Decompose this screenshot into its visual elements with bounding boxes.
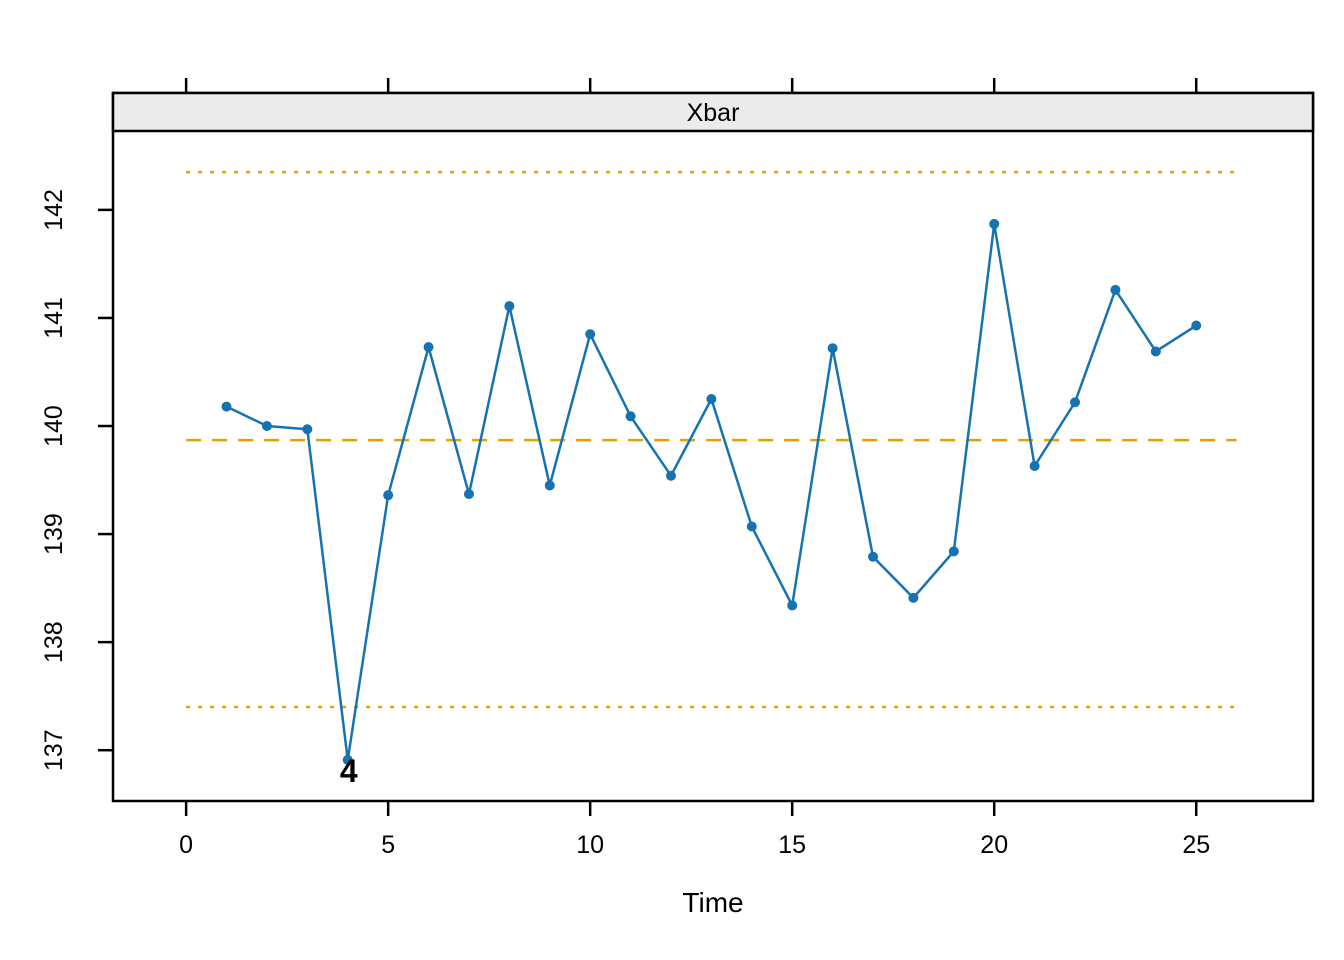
x-tick-label: 25 [1182,831,1210,859]
y-tick-label: 139 [40,513,68,555]
x-tick-label: 20 [980,831,1008,859]
data-point [504,301,515,312]
data-point [1110,284,1121,295]
data-point [746,521,757,532]
x-tick-label: 10 [576,831,604,859]
data-point [342,754,353,765]
data-point [908,592,919,603]
x-tick-label: 5 [381,831,395,859]
data-point [423,342,434,353]
x-tick-label: 0 [179,831,193,859]
y-tick-label: 141 [40,297,68,339]
data-point [463,489,474,500]
data-point [221,401,232,412]
data-point [665,470,676,481]
axis-ticks: 0 5 10 15 20 25 137 138 139 140 141 142 [40,78,1210,859]
data-point [827,343,838,354]
x-tick-label: 15 [778,831,806,859]
panel-border [111,91,1315,803]
data-point [1150,346,1161,357]
data-point [625,411,636,422]
data-point [1029,461,1040,471]
y-tick-label: 142 [40,189,68,231]
strip-title: Xbar [687,99,740,127]
data-point [544,480,555,491]
data-point [787,600,798,611]
data-point [1191,320,1202,331]
data-point [868,551,878,562]
data-point [989,218,1000,229]
data-point [948,546,959,557]
y-tick-label: 140 [40,405,68,447]
control-limit-lines [186,170,1237,709]
data-point [302,424,313,435]
data-point [706,394,717,404]
y-tick-label: 137 [40,729,68,771]
data-point [383,490,394,501]
data-point [585,329,596,340]
y-tick-label: 138 [40,621,68,663]
data-point [261,421,272,432]
series-polyline [225,222,1197,762]
data-point [1070,397,1081,408]
x-axis-title: Time [682,887,743,918]
panel-strip [111,91,1315,133]
data-series [221,218,1202,765]
out-of-control-label: 4 [340,753,358,789]
